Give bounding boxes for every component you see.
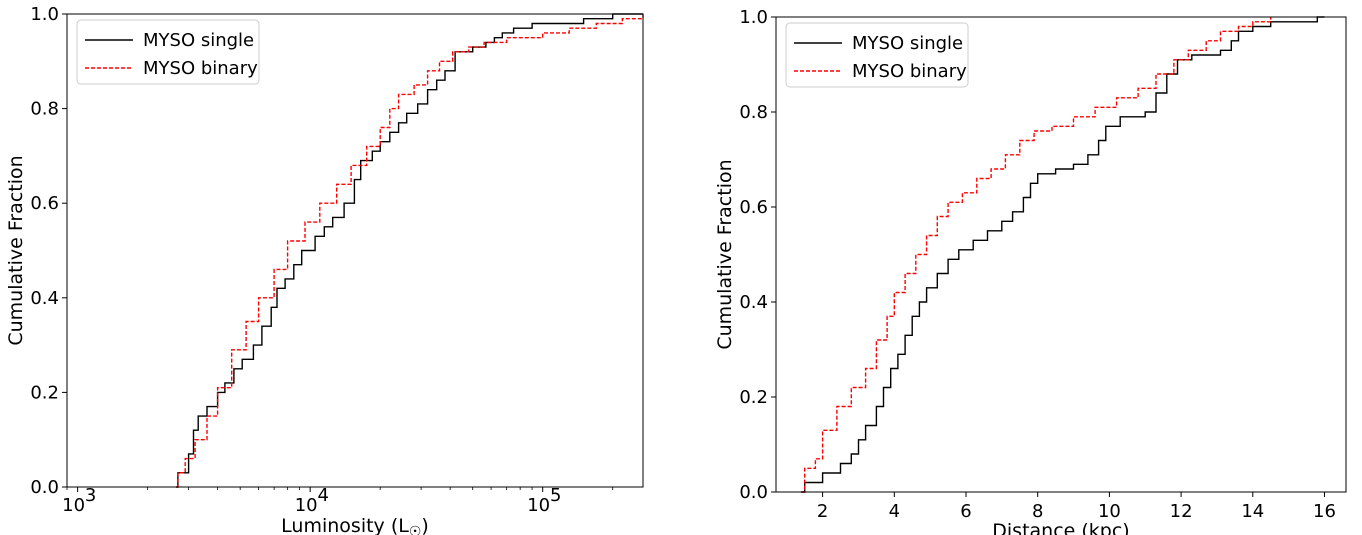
- plot-frame: [66, 13, 644, 488]
- x-axis-label: Distance (kpc): [992, 520, 1129, 535]
- x-tick-label: 6: [960, 501, 971, 522]
- x-tick-exponent: 3: [85, 485, 96, 506]
- y-tick-label: 0.8: [30, 99, 59, 120]
- legend-label: MYSO binary: [852, 61, 967, 82]
- y-axis-label: Cumulative Fraction: [5, 155, 27, 345]
- y-tick-label: 1.0: [739, 7, 768, 28]
- y-tick-label: 0.6: [739, 197, 768, 218]
- distance-cdf-panel: 0.0 0.2 0.4 0.6 0.8 1.0 2 4 6 8 10 12 14 16 Distance (…: [714, 7, 1347, 535]
- x-tick-label: 10: [62, 495, 85, 516]
- x-axis-label: Luminosity (L☉): [281, 515, 429, 535]
- x-tick-label: 2: [817, 501, 828, 522]
- y-tick-label: 0.0: [739, 482, 768, 503]
- y-tick-label: 0.4: [739, 292, 768, 313]
- legend-label: MYSO single: [852, 33, 963, 54]
- y-tick-label: 0.2: [30, 382, 59, 403]
- series-line-myso-binary: [801, 17, 1272, 493]
- series-line-myso-single: [801, 16, 1325, 493]
- y-tick-label: 0.2: [739, 387, 768, 408]
- y-tick-label: 0.6: [30, 193, 59, 214]
- y-tick-label: 0.0: [30, 477, 59, 498]
- y-tick-label: 0.8: [739, 102, 768, 123]
- series-line-myso-single: [176, 13, 643, 488]
- x-tick-label: 10: [1098, 501, 1121, 522]
- series-line-myso-binary: [176, 14, 644, 488]
- legend-label: MYSO single: [143, 30, 254, 51]
- x-tick-label: 12: [1170, 501, 1193, 522]
- x-tick-exponent: 4: [317, 485, 328, 506]
- plot-frame: [775, 16, 1347, 493]
- x-tick-label: 10: [295, 495, 318, 516]
- y-axis-label: Cumulative Fraction: [714, 159, 736, 349]
- x-tick-label: 16: [1313, 501, 1336, 522]
- legend-label: MYSO binary: [143, 58, 258, 79]
- x-tick-exponent: 5: [550, 485, 561, 506]
- y-tick-label: 0.4: [30, 288, 59, 309]
- x-tick-label: 8: [1032, 501, 1043, 522]
- x-tick-label: 14: [1241, 501, 1264, 522]
- x-tick-label: 4: [889, 501, 900, 522]
- y-tick-label: 1.0: [30, 4, 59, 25]
- x-tick-label: 10: [527, 495, 550, 516]
